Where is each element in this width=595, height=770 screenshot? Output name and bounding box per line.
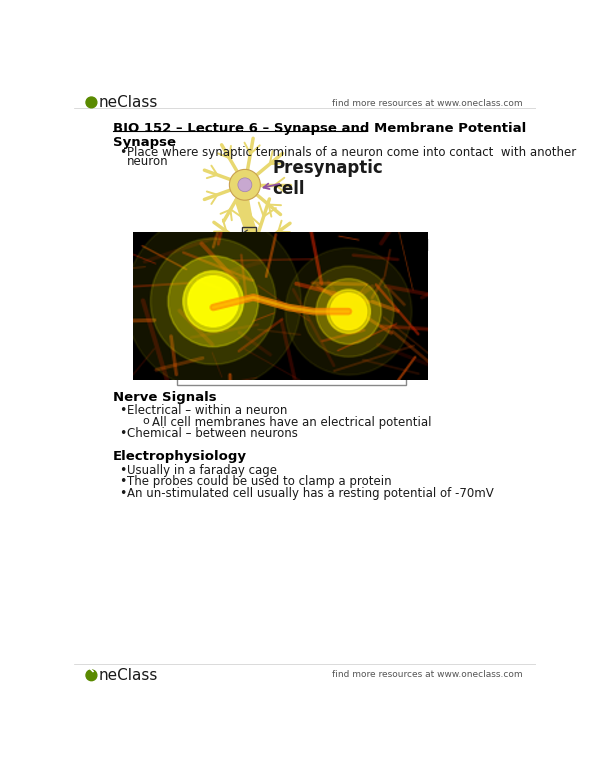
Text: Usually in a faraday cage: Usually in a faraday cage	[127, 464, 277, 477]
Text: Electrical – within a neuron: Electrical – within a neuron	[127, 404, 287, 417]
Text: neClass: neClass	[98, 95, 158, 110]
Text: •: •	[120, 404, 127, 417]
Text: O: O	[87, 95, 101, 110]
Text: •: •	[120, 427, 127, 440]
Text: •: •	[120, 487, 127, 500]
Text: o: o	[143, 416, 149, 426]
Circle shape	[86, 670, 97, 681]
Bar	[242, 227, 256, 235]
Text: The probes could be used to clamp a protein: The probes could be used to clamp a prot…	[127, 475, 392, 488]
Text: Synapse: Synapse	[113, 136, 176, 149]
Text: Electrophysiology: Electrophysiology	[113, 450, 247, 464]
Text: BIO 152 – Lecture 6 – Synapse and Membrane Potential: BIO 152 – Lecture 6 – Synapse and Membra…	[113, 122, 527, 135]
Text: Chemical – between neurons: Chemical – between neurons	[127, 427, 298, 440]
Circle shape	[238, 178, 252, 192]
Text: Presynaptic
cell: Presynaptic cell	[272, 159, 383, 198]
Text: •: •	[120, 475, 127, 488]
Text: O: O	[87, 668, 101, 683]
Circle shape	[236, 233, 270, 267]
Text: Place where synaptic terminals of a neuron come into contact  with another: Place where synaptic terminals of a neur…	[127, 146, 577, 159]
Text: find more resources at www.oneclass.com: find more resources at www.oneclass.com	[331, 99, 522, 108]
Text: All cell membranes have an electrical potential: All cell membranes have an electrical po…	[152, 416, 431, 429]
Text: Nerve Signals: Nerve Signals	[113, 391, 217, 404]
Circle shape	[86, 97, 97, 108]
Circle shape	[230, 169, 261, 200]
Text: •: •	[120, 464, 127, 477]
Text: Postsynaptic cell: Postsynaptic cell	[284, 239, 429, 254]
Text: find more resources at www.oneclass.com: find more resources at www.oneclass.com	[331, 670, 522, 679]
Text: neClass: neClass	[98, 668, 158, 683]
Bar	[177, 271, 406, 385]
Text: Synapse: Synapse	[175, 258, 248, 273]
Text: •: •	[120, 146, 127, 159]
Circle shape	[245, 243, 260, 258]
Text: neuron: neuron	[127, 155, 169, 168]
Text: An un-stimulated cell usually has a resting potential of -70mV: An un-stimulated cell usually has a rest…	[127, 487, 494, 500]
